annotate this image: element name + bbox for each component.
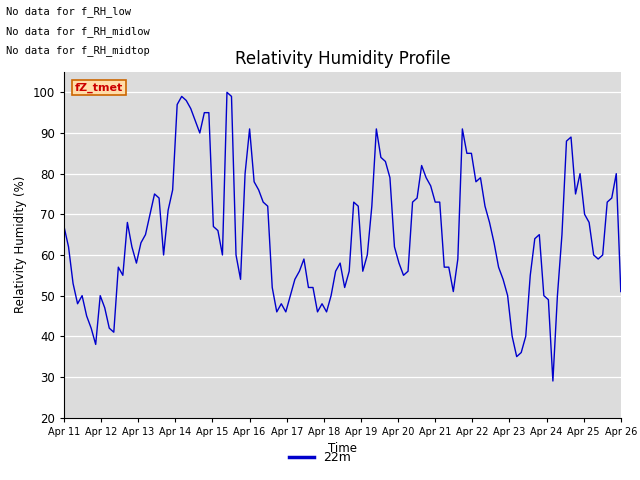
Text: No data for f_RH_midlow: No data for f_RH_midlow [6,25,150,36]
Text: fZ_tmet: fZ_tmet [75,82,124,93]
Legend: 22m: 22m [284,446,356,469]
Text: No data for f_RH_midtop: No data for f_RH_midtop [6,45,150,56]
X-axis label: Time: Time [328,442,357,455]
Y-axis label: Relativity Humidity (%): Relativity Humidity (%) [14,176,27,313]
Title: Relativity Humidity Profile: Relativity Humidity Profile [235,49,450,68]
Text: No data for f_RH_low: No data for f_RH_low [6,6,131,17]
